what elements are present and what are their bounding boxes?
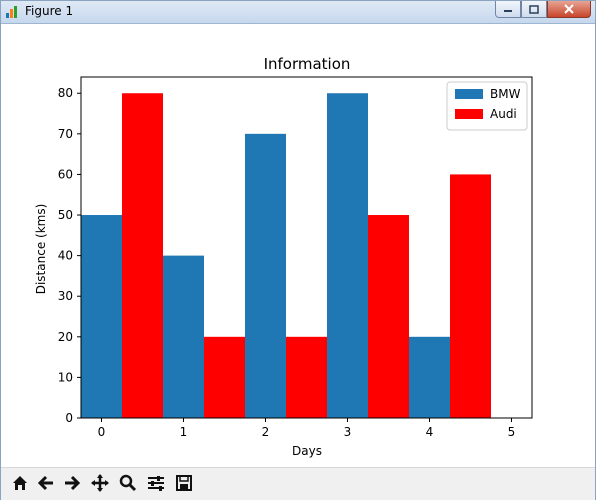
forward-button[interactable] — [61, 472, 83, 494]
y-tick-label: 0 — [65, 411, 73, 425]
bar-audi-0 — [122, 93, 163, 418]
y-axis-label: Distance (kms) — [34, 204, 48, 295]
zoom-button[interactable] — [117, 472, 139, 494]
bar-bmw-4 — [409, 336, 450, 418]
bar-audi-4 — [450, 174, 491, 418]
y-tick-label: 70 — [58, 127, 73, 141]
bar-bmw-0 — [81, 215, 122, 418]
bar-chart: Information 0 10 20 30 40 50 60 70 80 0 1 2 3 4 5 Day… — [34, 55, 533, 458]
bar-bmw-3 — [327, 93, 368, 418]
pan-button[interactable] — [89, 472, 111, 494]
pan-icon — [91, 474, 109, 492]
configure-subplots-button[interactable] — [145, 472, 167, 494]
x-tick-label: 2 — [262, 425, 270, 439]
bars-group — [81, 93, 491, 418]
bar-audi-2 — [286, 336, 327, 418]
x-tick-label: 3 — [344, 425, 352, 439]
bar-bmw-1 — [163, 255, 204, 418]
x-tick-label: 4 — [426, 425, 434, 439]
title-bar: Figure 1 — [1, 1, 595, 24]
configure-subplots-icon — [148, 476, 164, 491]
y-tick-label: 60 — [58, 167, 73, 181]
home-button[interactable] — [9, 472, 31, 494]
chart-title: Information — [264, 55, 351, 73]
window-controls — [495, 1, 591, 19]
y-tick-label: 50 — [58, 208, 73, 222]
legend-label-bmw: BMW — [490, 87, 521, 101]
save-button[interactable] — [173, 472, 195, 494]
y-tick-label: 80 — [58, 86, 73, 100]
navigation-toolbar — [1, 467, 595, 500]
minimize-button[interactable] — [495, 1, 521, 18]
figure-app-icon — [6, 6, 17, 18]
maximize-icon — [529, 4, 539, 14]
x-tick-label: 0 — [98, 425, 106, 439]
save-icon — [176, 475, 192, 491]
maximize-button[interactable] — [521, 1, 547, 18]
bar-audi-1 — [204, 336, 245, 418]
window-title: Figure 1 — [25, 4, 74, 18]
y-tick-label: 40 — [58, 249, 73, 263]
back-arrow-icon — [37, 475, 53, 491]
back-button[interactable] — [35, 472, 57, 494]
plot-frame — [80, 76, 533, 419]
y-tick-label: 20 — [58, 330, 73, 344]
legend-label-audi: Audi — [490, 107, 517, 121]
legend: BMW Audi — [446, 81, 528, 131]
close-button[interactable] — [547, 1, 591, 18]
home-icon — [13, 476, 27, 490]
legend-swatch-bmw — [455, 89, 483, 99]
y-tick-label: 30 — [58, 289, 73, 303]
close-icon — [564, 4, 574, 14]
x-axis-ticks: 0 1 2 3 4 5 — [98, 418, 516, 439]
zoom-icon — [119, 474, 137, 492]
legend-swatch-audi — [455, 109, 483, 119]
y-axis-ticks: 0 10 20 30 40 50 60 70 80 — [58, 86, 81, 425]
minimize-icon — [504, 10, 512, 12]
y-tick-label: 10 — [58, 370, 73, 384]
bar-audi-3 — [368, 215, 409, 418]
forward-arrow-icon — [65, 475, 81, 491]
x-tick-label: 1 — [180, 425, 188, 439]
bar-bmw-2 — [245, 133, 286, 418]
x-tick-label: 5 — [508, 425, 516, 439]
x-axis-label: Days — [292, 444, 322, 458]
